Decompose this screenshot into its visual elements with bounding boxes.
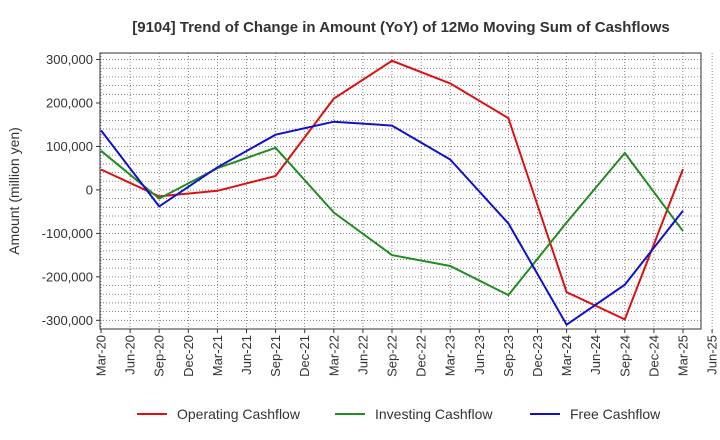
x-tick-label: Sep-23 [501,335,516,377]
x-tick-label: Dec-24 [646,335,661,377]
x-tick-label: Dec-21 [297,335,312,377]
y-axis-label: Amount (million yen) [6,127,22,255]
plot-area [99,52,702,330]
y-tick-label: 100,000 [46,139,93,154]
legend-label-free-cashflow: Free Cashflow [570,406,661,422]
x-tick-label: Dec-22 [414,335,429,377]
series-line-operating-cashflow [100,59,684,321]
x-tick-label: Jun-24 [588,335,603,375]
x-tick-label: Mar-21 [210,335,225,376]
series-lines [100,59,684,327]
x-tick-label: Jun-25 [705,335,720,375]
chart-title: [9104] Trend of Change in Amount (YoY) o… [132,19,670,36]
y-tick-label: 0 [86,182,93,197]
y-tick-label: 200,000 [46,95,93,110]
x-tick-label: Dec-20 [181,335,196,377]
x-tick-label: Mar-20 [94,335,109,376]
x-tick-label: Dec-23 [530,335,545,377]
x-tick-label: Jun-21 [239,335,254,375]
tick-labels: 300,000 200,000 100,000 0 -100,000 -200,000 -3… [42,52,720,377]
legend: Operating Cashflow Investing Cashflow Free… [137,406,661,422]
series-line-free-cashflow [100,120,684,327]
x-tick-label: Jun-23 [472,335,487,375]
y-tick-label: -300,000 [42,313,93,328]
y-tick-label: 300,000 [46,52,93,67]
legend-label-operating-cashflow: Operating Cashflow [177,406,301,422]
x-tick-label: Mar-22 [326,335,341,376]
y-tick-label: -100,000 [42,226,93,241]
x-tick-label: Jun-22 [355,335,370,375]
legend-label-investing-cashflow: Investing Cashflow [375,406,493,422]
x-tick-label: Mar-23 [443,335,458,376]
x-tick-label: Mar-25 [676,335,691,376]
x-tick-label: Sep-20 [152,335,167,377]
y-tick-label: -200,000 [42,269,93,284]
series-line-investing-cashflow [100,146,684,297]
x-tick-label: Sep-24 [617,335,632,377]
x-tick-label: Sep-21 [268,335,283,377]
x-tick-label: Mar-24 [559,335,574,376]
grid [100,53,713,329]
x-tick-label: Sep-22 [385,335,400,377]
x-tick-label: Jun-20 [123,335,138,375]
